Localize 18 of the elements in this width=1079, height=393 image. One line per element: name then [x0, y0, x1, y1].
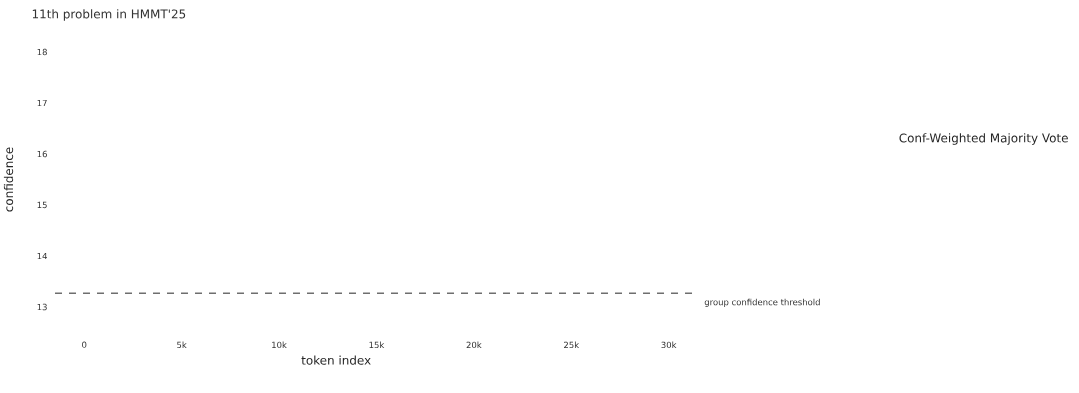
- chart-title: 11th problem in HMMT'25: [32, 9, 186, 21]
- x-tick-label: 30k: [661, 341, 677, 349]
- x-tick-label: 10k: [272, 341, 287, 349]
- y-tick-label: 15: [37, 201, 47, 209]
- x-tick-label: 0: [82, 341, 87, 348]
- text: Conf-Weighted Majority Vote: [899, 133, 1068, 145]
- y-tick-label: 16: [37, 150, 47, 158]
- y-tick-label: 13: [37, 303, 47, 311]
- y-tick-label: 17: [37, 99, 47, 107]
- y-tick-label: 14: [37, 252, 47, 260]
- x-tick-label: 15k: [369, 341, 385, 349]
- y-tick-label: 18: [37, 48, 47, 56]
- x-tick-label: 25k: [564, 341, 580, 349]
- x-tick-label: 5k: [177, 341, 187, 349]
- x-tick-label: 20k: [466, 341, 482, 349]
- y-axis-title: confidence: [3, 147, 14, 212]
- ref-line-label: group confidence threshold: [704, 298, 820, 307]
- x-axis-title: token index: [301, 355, 371, 365]
